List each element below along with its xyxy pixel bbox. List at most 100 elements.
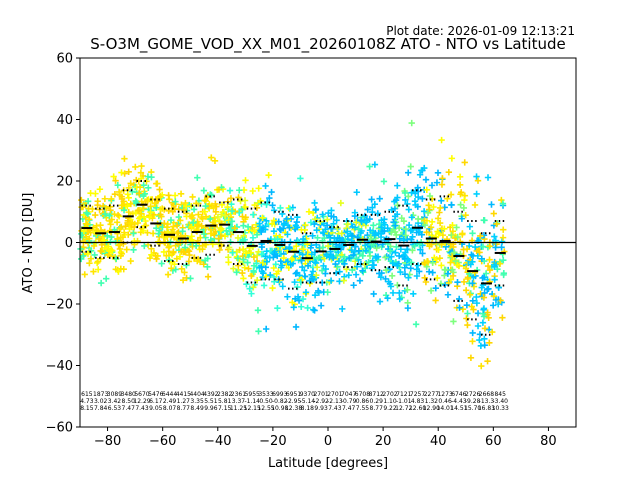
bin-stat-label: 5476 [148, 391, 163, 398]
data-point [83, 221, 91, 228]
data-point [486, 256, 493, 263]
bin-stat-label: 2701 [313, 391, 328, 398]
data-point [268, 188, 275, 196]
data-point [371, 231, 379, 239]
bin-stat-label: 3.02 [94, 398, 108, 405]
data-point [405, 193, 412, 200]
data-point [476, 249, 483, 256]
bin-stat-label: 12.60 [409, 405, 426, 412]
data-point [402, 196, 409, 204]
data-point [114, 211, 122, 219]
data-point [137, 214, 144, 221]
data-point [141, 242, 148, 250]
bin-stat-label: 4415 [176, 391, 191, 398]
data-point [262, 273, 270, 280]
data-point [252, 221, 260, 228]
data-point [125, 208, 132, 216]
bin-stat-label: 12.38 [285, 405, 302, 412]
data-point [224, 203, 231, 211]
data-point [489, 328, 496, 336]
data-point [102, 275, 110, 282]
bin-stat-label: 8.07 [163, 405, 177, 412]
data-point [329, 253, 336, 261]
data-point [208, 191, 215, 199]
data-point [350, 282, 357, 289]
data-point [433, 256, 440, 263]
data-point [484, 262, 492, 270]
bin-stat-label: 7121 [396, 391, 411, 398]
data-point [240, 256, 247, 263]
bin-stat-label: 11.25 [230, 405, 247, 412]
data-point [409, 233, 416, 240]
data-point [421, 274, 428, 281]
bin-markers [81, 180, 506, 336]
data-point [171, 261, 178, 268]
data-point [148, 251, 155, 259]
data-point [460, 204, 468, 212]
data-point [239, 253, 246, 260]
data-point [137, 169, 145, 176]
y-tick-label: 40 [56, 113, 73, 128]
bin-stat-label: 1.27 [177, 398, 191, 405]
data-point [319, 211, 326, 218]
data-point [294, 238, 302, 245]
data-point [469, 329, 476, 337]
bin-stat-label: 8.18 [301, 405, 315, 412]
data-point [262, 325, 270, 333]
data-point [364, 206, 371, 213]
data-point [312, 216, 319, 223]
plot-area: 6154.738.1518733.027.8430893.426.5334808… [77, 57, 577, 428]
data-point [442, 266, 449, 274]
data-point [340, 277, 348, 284]
data-point [484, 174, 492, 181]
data-point [214, 213, 222, 221]
data-point [139, 227, 147, 235]
data-point [421, 217, 428, 224]
data-point [165, 244, 172, 251]
data-point [381, 216, 388, 223]
bin-stat-label: 12.55 [257, 405, 274, 412]
data-point [351, 224, 359, 231]
data-point [249, 187, 256, 195]
data-point [83, 209, 90, 216]
data-point [367, 233, 374, 240]
bin-stat-label: 3480 [121, 391, 136, 398]
data-point [348, 246, 355, 254]
data-point [439, 175, 446, 182]
bin-stat-label: 3533 [258, 391, 273, 398]
data-point [338, 230, 345, 237]
data-point [269, 202, 276, 209]
data-point [107, 221, 114, 228]
data-point [433, 179, 441, 186]
data-point [389, 289, 397, 297]
data-point [208, 154, 215, 161]
data-point [201, 257, 209, 264]
data-point [423, 186, 430, 194]
data-point [153, 255, 160, 263]
y-tick-label: 20 [56, 175, 73, 190]
data-point [466, 291, 474, 298]
data-point [345, 272, 352, 279]
data-point [134, 219, 141, 227]
data-point [361, 261, 369, 268]
data-point [498, 244, 505, 251]
data-point [231, 224, 239, 232]
data-point [157, 193, 164, 200]
data-point [146, 213, 153, 221]
data-point [145, 184, 152, 191]
data-point [410, 290, 417, 297]
y-tick-label: −20 [46, 298, 73, 313]
data-point [432, 297, 439, 304]
data-point [328, 213, 335, 220]
data-point [448, 201, 455, 209]
bin-stat-label: 7.47 [342, 405, 356, 412]
data-point [277, 204, 284, 212]
data-point [78, 196, 85, 204]
data-point [127, 180, 134, 187]
data-point [325, 232, 333, 239]
data-point [373, 244, 380, 252]
data-point [242, 177, 249, 184]
data-point [432, 285, 439, 292]
data-point [138, 162, 145, 170]
data-point [272, 261, 279, 268]
